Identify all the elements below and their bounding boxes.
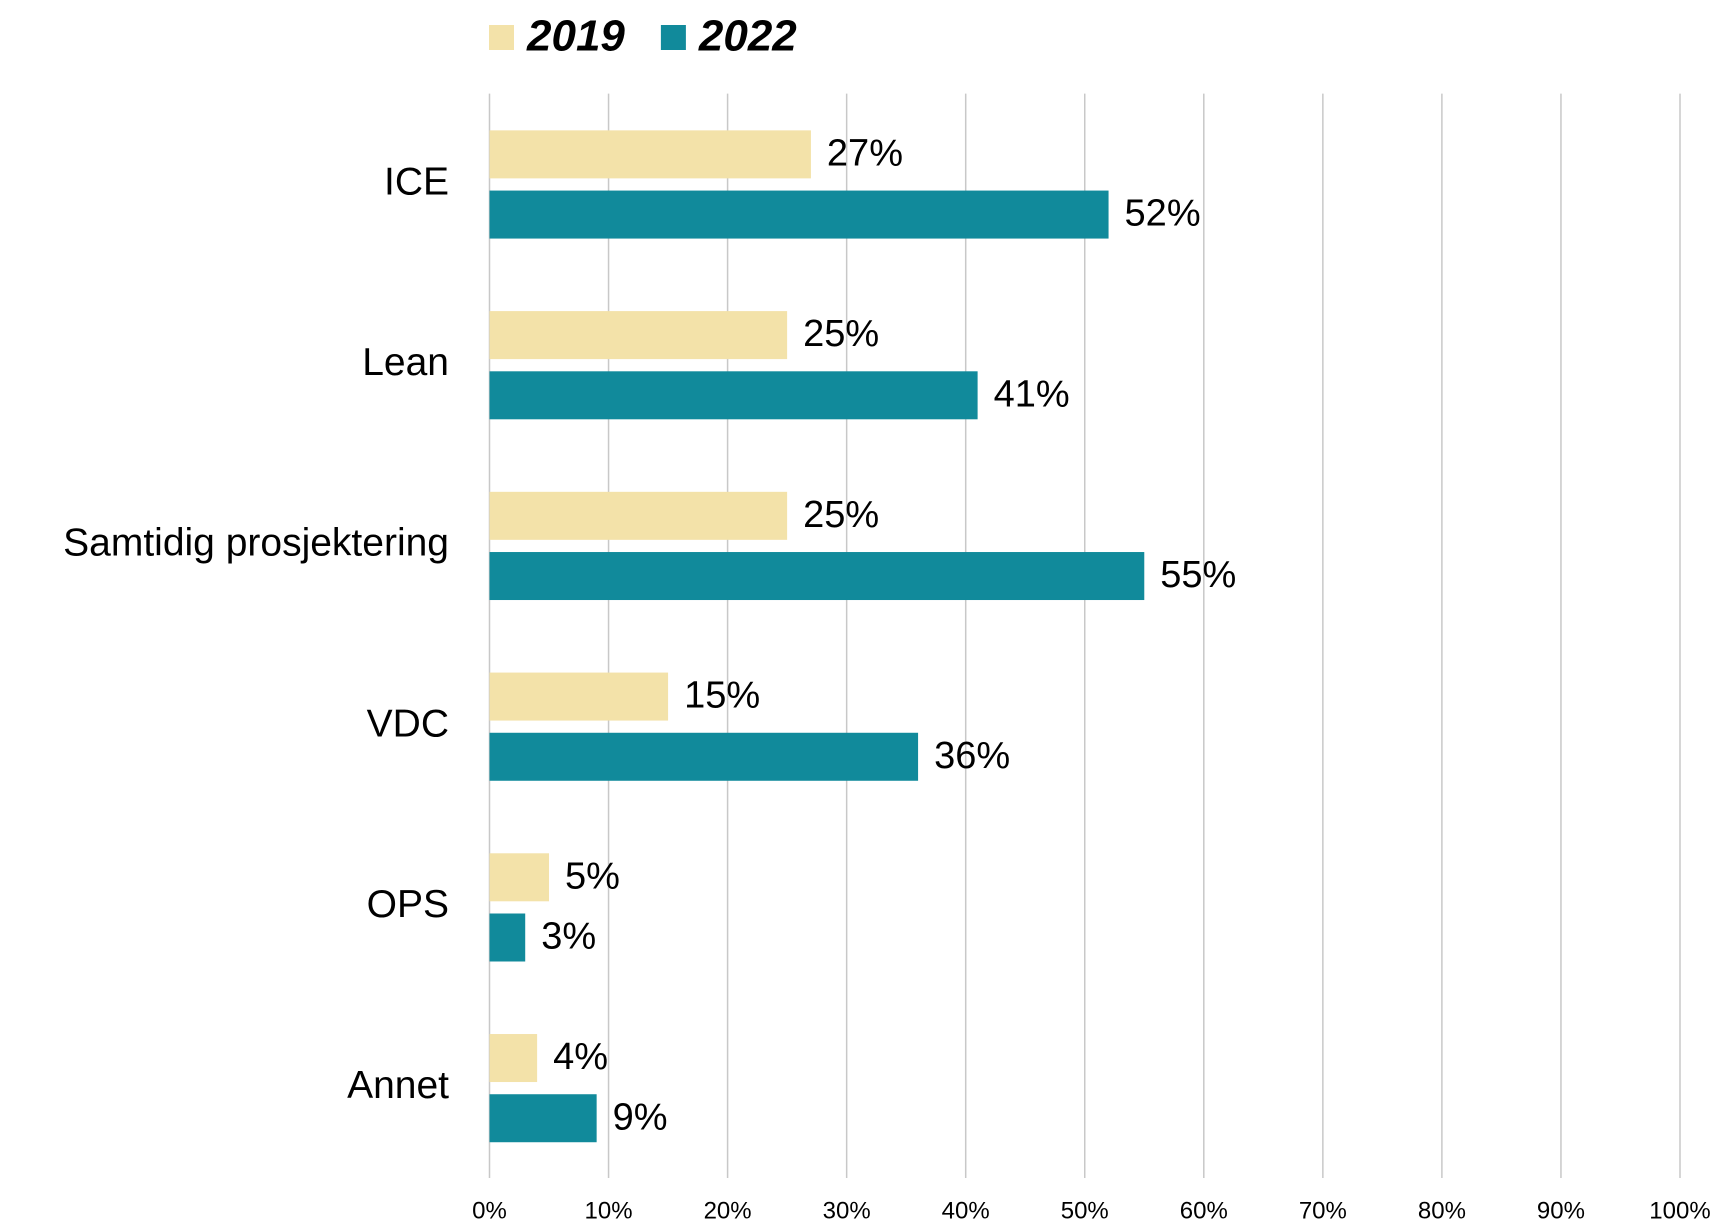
legend-label: 2019 (526, 12, 625, 61)
bar (489, 913, 526, 962)
y-tick-label: ICE (384, 160, 449, 203)
bar (489, 311, 788, 360)
data-label: 4% (553, 1036, 608, 1078)
x-tick-label: 10% (585, 1197, 633, 1224)
data-label: 55% (1160, 554, 1236, 596)
x-tick-label: 100% (1649, 1197, 1710, 1224)
bar (489, 371, 978, 420)
y-tick-label: Lean (362, 341, 449, 384)
legend-swatch (489, 25, 514, 50)
x-tick-label: 40% (942, 1197, 990, 1224)
x-tick-label: 30% (823, 1197, 871, 1224)
y-tick-label: Annet (347, 1064, 449, 1107)
bar (489, 190, 1109, 239)
legend-label: 2022 (698, 12, 797, 61)
x-tick-label: 60% (1180, 1197, 1228, 1224)
bar (489, 1034, 538, 1083)
bar (489, 491, 788, 540)
data-label: 52% (1125, 193, 1201, 235)
bar (489, 672, 669, 721)
data-label: 15% (684, 675, 760, 717)
y-tick-label: Samtidig prosjektering (63, 522, 449, 565)
data-label: 25% (803, 313, 879, 355)
x-tick-label: 0% (472, 1197, 507, 1224)
data-label: 5% (565, 855, 620, 897)
bar (489, 552, 1145, 601)
data-label: 25% (803, 494, 879, 536)
x-tick-label: 90% (1537, 1197, 1585, 1224)
x-tick-label: 20% (704, 1197, 752, 1224)
data-label: 36% (934, 735, 1010, 777)
bar (489, 130, 811, 179)
x-tick-label: 50% (1061, 1197, 1109, 1224)
bar (489, 1094, 597, 1143)
y-tick-label: VDC (367, 702, 449, 745)
data-label: 41% (994, 373, 1070, 415)
x-tick-label: 70% (1299, 1197, 1347, 1224)
bar (489, 853, 550, 902)
data-label: 27% (827, 132, 903, 174)
data-label: 3% (541, 916, 596, 958)
bar (489, 732, 919, 781)
y-tick-label: OPS (367, 883, 449, 926)
x-tick-label: 80% (1418, 1197, 1466, 1224)
legend-swatch (660, 25, 686, 50)
data-label: 9% (613, 1096, 668, 1138)
